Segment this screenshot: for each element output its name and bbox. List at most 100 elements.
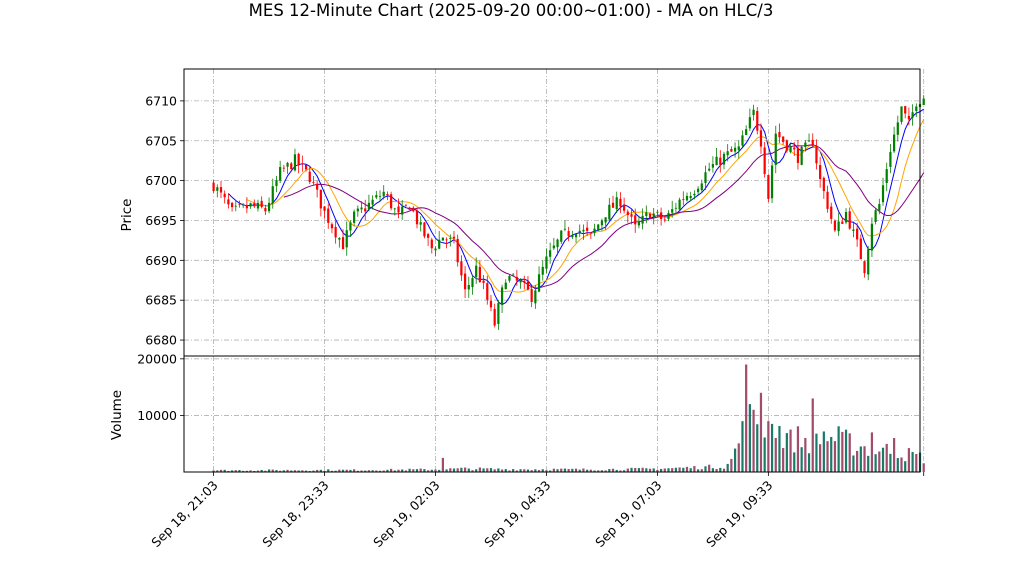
volume-bar <box>334 470 337 472</box>
candle <box>282 164 285 172</box>
candle-body <box>282 167 285 169</box>
candle <box>656 210 659 217</box>
volume-bar <box>271 469 274 472</box>
candle-body <box>227 199 230 205</box>
candle-body <box>748 117 751 129</box>
candle-body <box>360 207 363 210</box>
candle <box>608 198 611 223</box>
candle-body <box>397 206 400 213</box>
volume-bar <box>922 463 925 472</box>
volume-bar <box>907 448 911 472</box>
volume-bar <box>711 468 714 472</box>
candle-body <box>316 183 319 190</box>
volume-bar <box>249 470 252 472</box>
candle-body <box>652 213 655 217</box>
x-tick-label: Sep 19, 02:03 <box>370 478 442 550</box>
candle-body <box>390 194 393 209</box>
candle-body <box>504 282 507 290</box>
volume-bar <box>356 470 359 472</box>
volume-bar <box>456 468 459 472</box>
candle-body <box>508 275 511 281</box>
price-y-ticks: 6680 6685 6690 6695 6700 6705 6710 <box>145 93 184 348</box>
candle <box>770 161 774 204</box>
candle <box>556 238 559 256</box>
candle <box>637 215 641 229</box>
candle-body <box>782 136 785 142</box>
volume-bar <box>785 433 788 472</box>
volume-bar <box>230 470 234 472</box>
volume-bar <box>382 470 385 472</box>
candle-body <box>512 274 515 276</box>
volume-bar <box>297 470 300 472</box>
candle-body <box>545 256 548 269</box>
candle-body <box>493 308 496 326</box>
candle-body <box>364 208 367 212</box>
volume-bar <box>353 469 356 472</box>
volume-bar <box>242 470 245 472</box>
price-tick-label: 6680 <box>145 333 177 348</box>
candle-body <box>807 140 811 142</box>
candle <box>404 204 408 207</box>
volume-bar <box>467 468 470 472</box>
candle-body <box>312 182 315 183</box>
candle <box>378 190 382 202</box>
candle-body <box>767 174 770 199</box>
volume-bar <box>848 433 851 472</box>
candle <box>308 166 311 185</box>
volume-bar <box>656 469 659 472</box>
candle <box>438 230 441 250</box>
moving-average-line <box>246 118 925 293</box>
candle <box>837 212 840 236</box>
candle-body <box>870 223 874 251</box>
candle <box>878 198 881 215</box>
volume-bar <box>645 468 648 472</box>
candle <box>737 140 740 159</box>
candle <box>645 205 648 224</box>
volume-bar <box>593 470 596 472</box>
candle-body <box>434 248 437 251</box>
candle <box>648 212 652 219</box>
candle-body <box>393 208 396 210</box>
candle <box>767 174 770 203</box>
volume-bar <box>426 470 430 472</box>
candle <box>242 203 245 209</box>
candle-body <box>489 300 493 308</box>
candle <box>815 139 818 170</box>
candle <box>426 232 430 246</box>
volume-bar <box>219 469 223 472</box>
candle <box>212 180 215 193</box>
candle-body <box>267 202 271 212</box>
candle-body <box>852 229 855 231</box>
volume-bar <box>619 470 622 472</box>
volume-bar <box>782 448 785 472</box>
candle <box>604 217 607 230</box>
volume-bar <box>508 470 511 472</box>
candle <box>323 206 326 219</box>
candle-body <box>848 211 851 229</box>
volume-bar <box>293 470 297 472</box>
candle <box>889 143 892 174</box>
candle-body <box>482 280 485 283</box>
candle <box>430 237 433 254</box>
candle-body <box>449 238 452 239</box>
candle-body <box>441 237 445 241</box>
volume-bar <box>438 469 441 472</box>
volume-bar <box>696 469 700 472</box>
candle-body <box>523 280 526 283</box>
candle <box>489 294 493 312</box>
candle <box>745 125 748 136</box>
candle <box>822 176 825 199</box>
candle <box>356 205 359 217</box>
candle <box>552 237 555 250</box>
candle <box>560 229 563 245</box>
volume-bar <box>316 469 319 472</box>
price-grid <box>184 69 925 356</box>
candle <box>893 126 896 153</box>
volume-bar <box>634 467 637 472</box>
candle-body <box>582 229 585 232</box>
candle-body <box>593 228 596 233</box>
volume-bar <box>475 469 478 472</box>
volume-bar <box>301 470 304 472</box>
volume-bar <box>822 431 825 472</box>
volume-bar <box>500 469 504 472</box>
